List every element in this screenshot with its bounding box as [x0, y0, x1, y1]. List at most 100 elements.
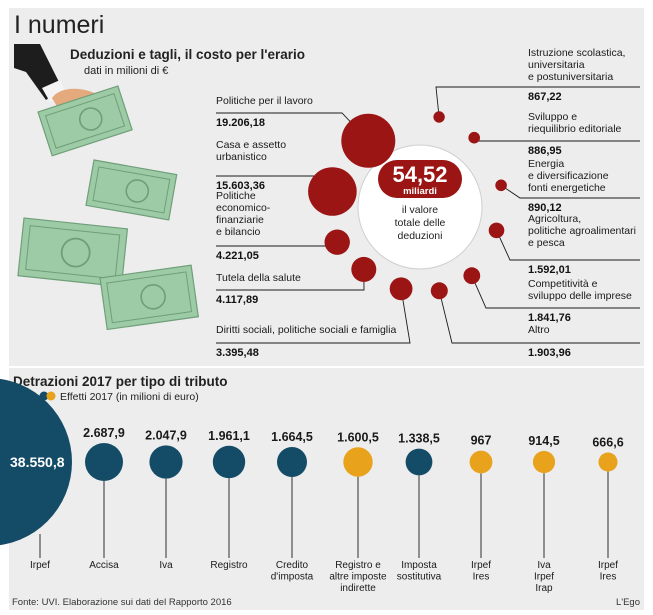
credit: L'Ego: [616, 597, 640, 608]
total-unit: miliardi: [403, 186, 437, 197]
deduction-label: Altro: [528, 324, 550, 336]
total-value: 54,52: [392, 162, 447, 187]
detraction-label: Ires: [600, 572, 617, 583]
deduction-bubble: [389, 277, 413, 301]
deduction-item: Tutela della salute 4.117,89: [216, 256, 377, 306]
detraction-bubble: [212, 445, 246, 479]
detraction-value: 1.338,5: [398, 432, 440, 446]
deduction-value: 4.221,05: [216, 250, 259, 262]
total-caption-line: totale delle: [395, 217, 446, 229]
chart-subtitle: Deduzioni e tagli, il costo per l'erario: [70, 47, 305, 62]
deduction-item: Diritti sociali, politiche sociali e fam…: [216, 277, 413, 359]
total-caption-line: deduzioni: [398, 230, 443, 242]
deduction-label: universitaria: [528, 59, 585, 71]
detraction-label: Irpef: [30, 560, 50, 571]
detraction-bubble: [85, 443, 123, 481]
detraction-value: 1.664,5: [271, 430, 313, 444]
deduction-bubble: [324, 229, 350, 255]
total-center: 54,52 miliardi il valore totale delle de…: [357, 144, 483, 270]
total-pill: [378, 160, 462, 198]
source-note: Fonte: UVI. Elaborazione sui dati del Ra…: [12, 597, 232, 608]
detraction-label: altre imposte: [329, 572, 387, 583]
deduction-item: Politiche per il lavoro 19.206,18: [216, 95, 396, 168]
deduction-value: 886,95: [528, 145, 562, 157]
detraction-label: Irpef: [471, 560, 491, 571]
detraction-value: 2.047,9: [145, 428, 187, 442]
deduction-value: 4.117,89: [216, 294, 258, 306]
banknote-icon: [37, 85, 133, 157]
detraction-value: 1.600,5: [337, 430, 379, 444]
detraction-label: Irpef: [598, 560, 618, 571]
detraction-label: sostitutiva: [397, 572, 442, 583]
detraction-label: Registro: [210, 560, 248, 571]
deduction-label: sviluppo delle imprese: [528, 290, 632, 302]
detraction-bubble: [405, 448, 433, 476]
deduction-label: e diversificazione: [528, 170, 609, 182]
detraction-label: Irpef: [534, 572, 554, 583]
detraction-label: Iva: [159, 560, 173, 571]
detraction-label: Iva: [537, 560, 551, 571]
detraction-item: 38.550,8 Irpef: [0, 378, 72, 571]
leader-line: [471, 275, 640, 309]
deduction-label: Politiche: [216, 190, 256, 202]
deduction-label: Politiche per il lavoro: [216, 95, 313, 107]
detraction-label: Ires: [473, 572, 490, 583]
deduction-bubble: [430, 282, 448, 300]
deduction-bubble: [341, 113, 396, 168]
deduction-bubble: [495, 179, 507, 192]
deduction-bubble: [433, 111, 445, 123]
deduction-label: fonti energetiche: [528, 182, 606, 194]
detraction-value: 2.687,9: [83, 426, 125, 440]
deduction-value: 867,22: [528, 91, 562, 103]
detraction-label: Accisa: [89, 560, 119, 571]
detraction-bubble: [532, 450, 556, 474]
deduction-label: Diritti sociali, politiche sociali e fam…: [216, 324, 396, 336]
detractions-bubble-chart: 38.550,8 Irpef 2.687,9 Accisa 2.047,9 Iva 1.96…: [0, 378, 624, 594]
deduction-value: 3.395,48: [216, 347, 259, 359]
detraction-value: 914,5: [528, 434, 559, 448]
detraction-value: 1.961,1: [208, 429, 250, 443]
legend-swatch-orange: [46, 391, 56, 401]
deduction-label: riequilibrio editoriale: [528, 123, 622, 135]
detraction-label: Registro e: [335, 560, 381, 571]
deduction-label: urbanistico: [216, 151, 267, 163]
deduction-label: Tutela della salute: [216, 272, 301, 284]
deduction-label: Casa e assetto: [216, 139, 286, 151]
deduction-label: finanziarie: [216, 214, 264, 226]
deduction-label: e postuniversitaria: [528, 71, 613, 83]
leader-line: [438, 290, 640, 344]
detractions-panel: [9, 368, 644, 610]
detraction-bubble: [149, 445, 183, 479]
deduction-value: 1.592,01: [528, 264, 571, 276]
detractions-title: Detrazioni 2017 per tipo di tributo: [13, 374, 228, 389]
deduction-bubble: [351, 256, 377, 282]
detraction-bubble: [469, 450, 493, 474]
detraction-label: d'imposta: [271, 572, 314, 583]
deduction-label: politiche agroalimentari: [528, 225, 636, 237]
deduction-value: 1.903,96: [528, 347, 571, 359]
money-illustration: [14, 44, 200, 331]
deduction-label: Agricoltura,: [528, 213, 581, 225]
deduction-item: Altro 1.903,96: [430, 282, 640, 359]
detraction-bubble: [343, 447, 373, 477]
leader-line: [473, 137, 640, 142]
deduction-bubble: [463, 267, 481, 285]
detraction-bubble: [0, 378, 72, 546]
unit-label: dati in milioni di €: [84, 65, 168, 77]
deduction-label: Competitività e: [528, 278, 598, 290]
deduction-label: economico-: [216, 202, 271, 214]
leader-line: [216, 288, 411, 344]
deduction-label: Sviluppo e: [528, 111, 577, 123]
detraction-value: 967: [471, 434, 492, 448]
